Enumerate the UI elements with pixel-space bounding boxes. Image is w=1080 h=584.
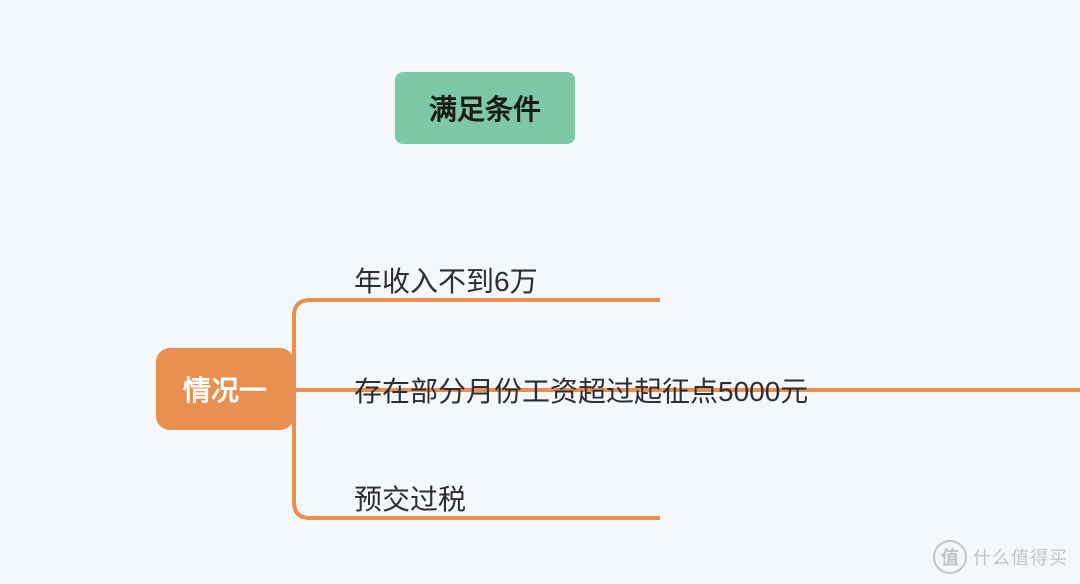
branch-item-2: 预交过税 bbox=[354, 478, 466, 518]
watermark-text: 什么值得买 bbox=[973, 544, 1068, 570]
watermark-icon: 值 bbox=[933, 540, 967, 574]
connector-lines bbox=[0, 0, 1080, 584]
branch-item-1: 存在部分月份工资超过起征点5000元 bbox=[354, 370, 808, 410]
watermark: 值 什么值得买 bbox=[933, 540, 1068, 574]
branch-item-0: 年收入不到6万 bbox=[354, 260, 538, 300]
